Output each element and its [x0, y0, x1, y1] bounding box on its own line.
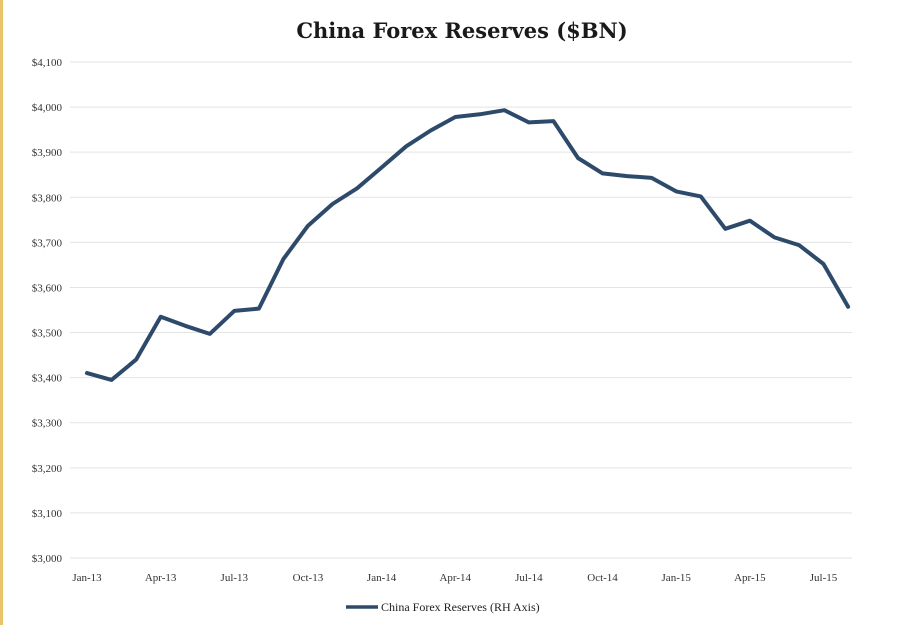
- y-tick-label: $4,000: [32, 102, 63, 114]
- y-tick-label: $3,000: [32, 553, 63, 565]
- x-tick-label: Jul-15: [810, 572, 838, 584]
- y-tick-label: $3,200: [32, 463, 63, 475]
- y-tick-label: $3,500: [32, 328, 63, 340]
- x-tick-label: Apr-15: [734, 572, 766, 584]
- y-tick-label: $4,100: [32, 57, 63, 69]
- x-axis-ticks: Jan-13 Apr-13 Jul-13 Oct-13 Jan-14 Apr-14 Jul-…: [72, 572, 837, 584]
- x-tick-label: Jan-15: [662, 572, 692, 584]
- x-tick-label: Jul-14: [515, 572, 543, 584]
- y-tick-label: $3,600: [32, 282, 63, 294]
- y-tick-label: $3,400: [32, 373, 63, 385]
- x-tick-label: Jul-13: [221, 572, 249, 584]
- grid-layer: [70, 61, 852, 559]
- series-line: [85, 108, 851, 382]
- x-tick-label: Oct-14: [587, 572, 618, 584]
- x-tick-label: Apr-14: [439, 572, 471, 584]
- y-tick-label: $3,100: [32, 508, 63, 520]
- y-tick-label: $3,700: [32, 237, 63, 249]
- x-tick-label: Oct-13: [293, 572, 324, 584]
- y-tick-label: $3,300: [32, 418, 63, 430]
- left-border-rule: [0, 0, 3, 625]
- legend: China Forex Reserves (RH Axis): [346, 600, 540, 614]
- x-tick-label: Jan-14: [367, 572, 397, 584]
- x-tick-label: Jan-13: [72, 572, 102, 584]
- y-tick-label: $3,800: [32, 192, 63, 204]
- y-tick-label: $3,900: [32, 147, 63, 159]
- chart-title: China Forex Reserves ($BN): [296, 18, 627, 43]
- y-axis-ticks: $3,000 $3,100 $3,200 $3,300 $3,400 $3,500 $3,6…: [32, 57, 63, 565]
- x-tick-label: Apr-13: [145, 572, 177, 584]
- series-layer: [85, 108, 851, 382]
- legend-label: China Forex Reserves (RH Axis): [381, 600, 540, 614]
